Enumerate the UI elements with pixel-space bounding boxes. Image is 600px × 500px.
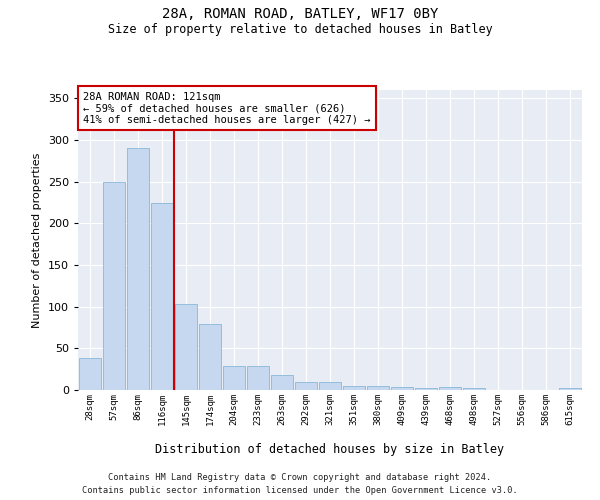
Bar bbox=[247, 366, 269, 390]
Text: 28A ROMAN ROAD: 121sqm
← 59% of detached houses are smaller (626)
41% of semi-de: 28A ROMAN ROAD: 121sqm ← 59% of detached… bbox=[83, 92, 371, 124]
Bar bbox=[151, 202, 173, 390]
Bar bbox=[199, 324, 221, 390]
Bar bbox=[463, 388, 485, 390]
Bar bbox=[415, 388, 437, 390]
Bar bbox=[271, 375, 293, 390]
Bar bbox=[391, 386, 413, 390]
Text: 28A, ROMAN ROAD, BATLEY, WF17 0BY: 28A, ROMAN ROAD, BATLEY, WF17 0BY bbox=[162, 8, 438, 22]
Bar bbox=[367, 386, 389, 390]
Text: Distribution of detached houses by size in Batley: Distribution of detached houses by size … bbox=[155, 442, 505, 456]
Bar bbox=[103, 182, 125, 390]
Bar bbox=[79, 358, 101, 390]
Text: Contains HM Land Registry data © Crown copyright and database right 2024.: Contains HM Land Registry data © Crown c… bbox=[109, 472, 491, 482]
Bar bbox=[223, 366, 245, 390]
Bar bbox=[559, 388, 581, 390]
Bar bbox=[295, 382, 317, 390]
Text: Contains public sector information licensed under the Open Government Licence v3: Contains public sector information licen… bbox=[82, 486, 518, 495]
Text: Size of property relative to detached houses in Batley: Size of property relative to detached ho… bbox=[107, 22, 493, 36]
Bar bbox=[175, 304, 197, 390]
Y-axis label: Number of detached properties: Number of detached properties bbox=[32, 152, 42, 328]
Bar bbox=[319, 382, 341, 390]
Bar bbox=[439, 386, 461, 390]
Bar bbox=[343, 386, 365, 390]
Bar bbox=[127, 148, 149, 390]
